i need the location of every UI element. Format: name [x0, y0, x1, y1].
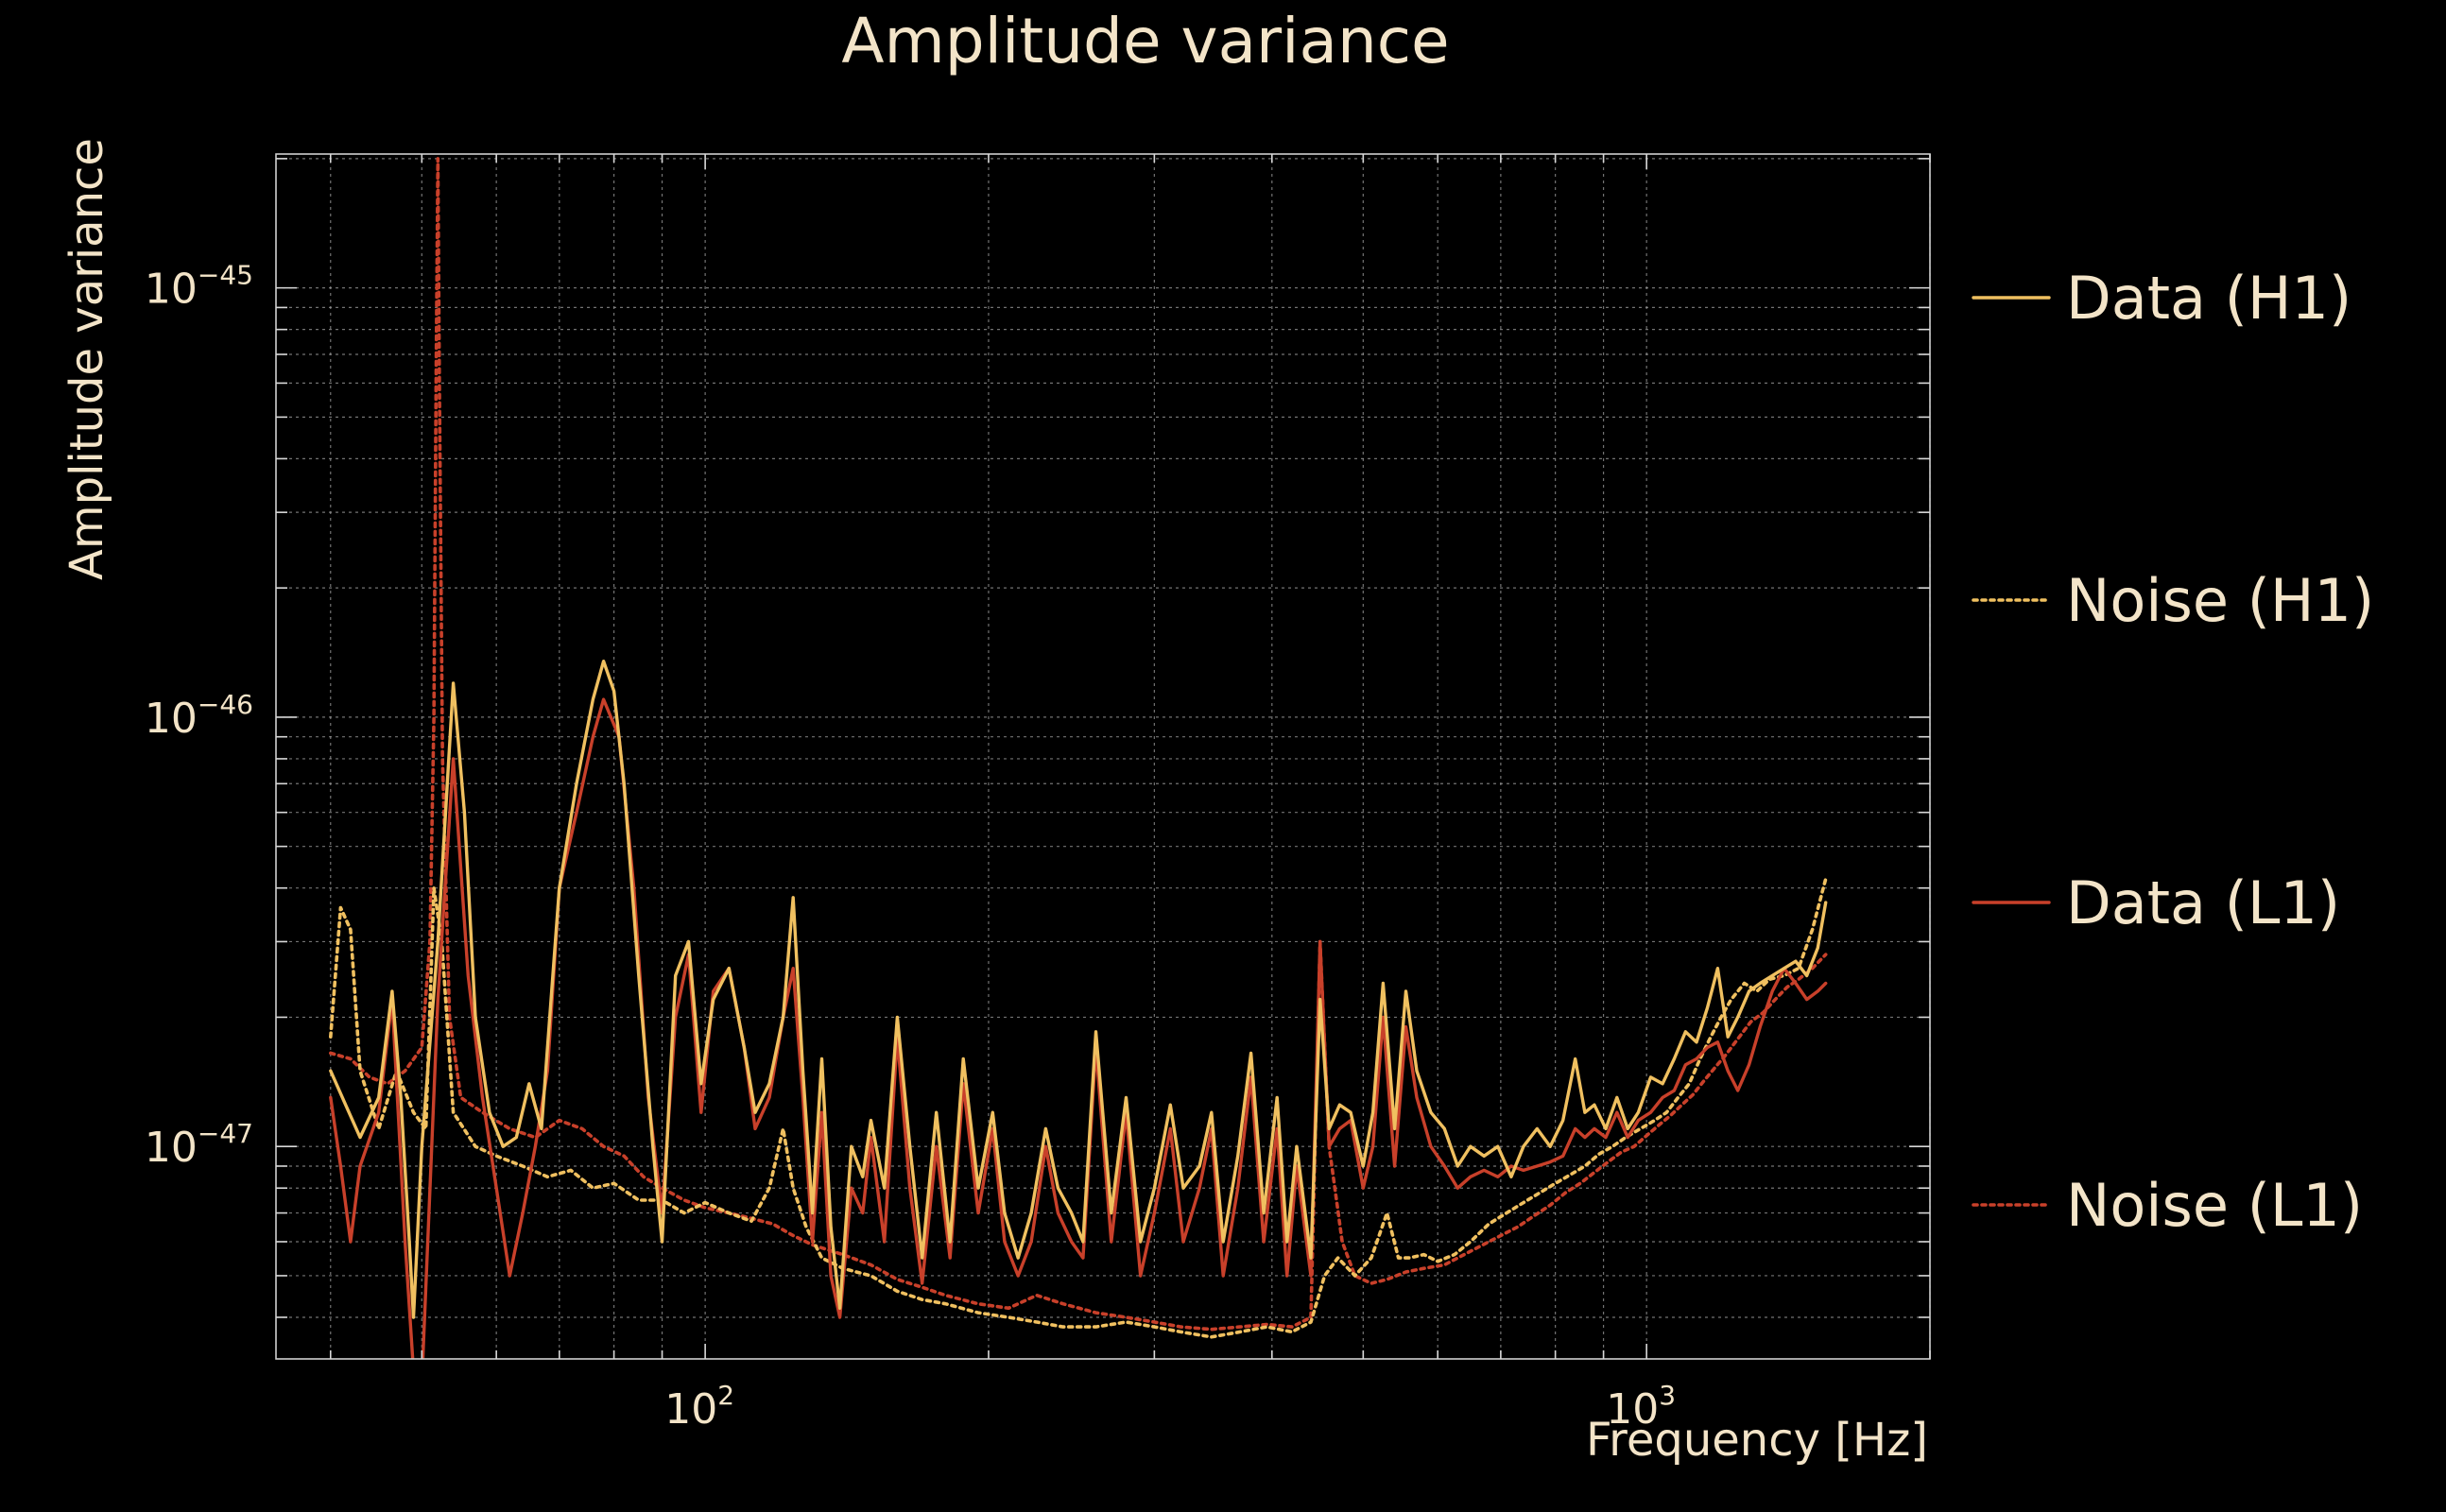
y-tick-label: 10−46: [145, 689, 253, 743]
x-tick-label: 103: [1606, 1380, 1676, 1434]
series-data-l1: [329, 697, 1828, 1359]
tick-labels: 102 103 10−47 10−46 10−45: [145, 260, 1676, 1434]
y-tick-label: 10−47: [145, 1118, 253, 1172]
x-tick-label: 102: [664, 1380, 734, 1434]
legend-label-data-h1: Data (H1): [2066, 264, 2351, 333]
series-layer: [329, 157, 1828, 1359]
x-axis-label: Frequency [Hz]: [1586, 1414, 1928, 1467]
chart-title: Amplitude variance: [841, 5, 1449, 77]
series-data-h1: [329, 660, 1828, 1319]
grid: [276, 154, 1931, 1359]
series-noise-l1: [329, 157, 1828, 1332]
plot-frame: [275, 153, 1931, 1360]
y-axis-label: Amplitude variance: [60, 138, 113, 580]
legend-label-noise-h1: Noise (H1): [2066, 566, 2374, 635]
legend-label-data-l1: Data (L1): [2066, 868, 2340, 937]
series-noise-h1: [329, 877, 1828, 1339]
legend-label-noise-l1: Noise (L1): [2066, 1171, 2363, 1240]
y-tick-label: 10−45: [145, 260, 253, 314]
ticks: [276, 154, 1931, 1359]
legend: Data (H1) Noise (H1) Data (L1) Noise (L1): [1972, 264, 2374, 1240]
